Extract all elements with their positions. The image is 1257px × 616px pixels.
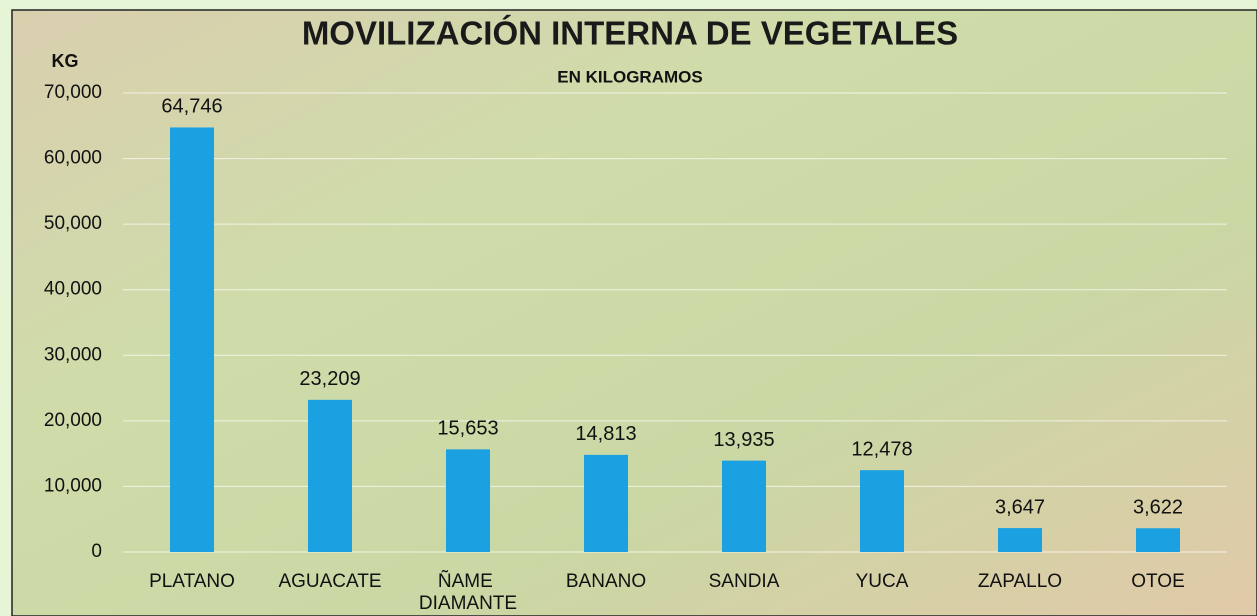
y-tick-label: 40,000 [44,279,102,300]
x-tick-label: OTOE [1131,571,1185,592]
value-label: 64,746 [161,96,222,118]
bar [860,470,904,552]
y-tick-label: 60,000 [44,148,102,169]
value-label: 13,935 [713,429,774,451]
y-tick-label: 20,000 [44,410,102,431]
value-label: 23,209 [299,368,360,390]
x-tick-label: ÑAME DIAMANTE [419,570,517,614]
plot-background [11,9,1257,616]
value-label: 15,653 [437,418,498,440]
x-tick-label: YUCA [856,571,909,592]
y-tick-label: 50,000 [44,213,102,234]
bar [584,454,628,552]
value-label: 14,813 [575,423,636,445]
y-tick-label: 30,000 [44,344,102,365]
bar [1136,528,1180,552]
y-axis-label: KG [52,51,79,71]
x-tick-label: ZAPALLO [978,571,1062,592]
value-label: 3,622 [1133,497,1183,519]
bar [446,449,490,552]
x-tick-label: AGUACATE [278,571,381,592]
bar [308,399,352,552]
bar [170,127,214,552]
x-tick-label: BANANO [566,571,646,592]
y-tick-label: 0 [91,541,102,562]
chart-title: MOVILIZACIÓN INTERNA DE VEGETALES [302,15,958,52]
bar [998,528,1042,552]
y-tick-label: 70,000 [44,82,102,103]
x-tick-label: SANDIA [709,571,780,592]
y-tick-label: 10,000 [44,475,102,496]
bar [722,460,766,552]
value-label: 3,647 [995,496,1045,518]
x-tick-label: PLATANO [149,571,235,592]
value-label: 12,478 [851,438,912,460]
chart-subtitle: EN KILOGRAMOS [557,67,702,86]
